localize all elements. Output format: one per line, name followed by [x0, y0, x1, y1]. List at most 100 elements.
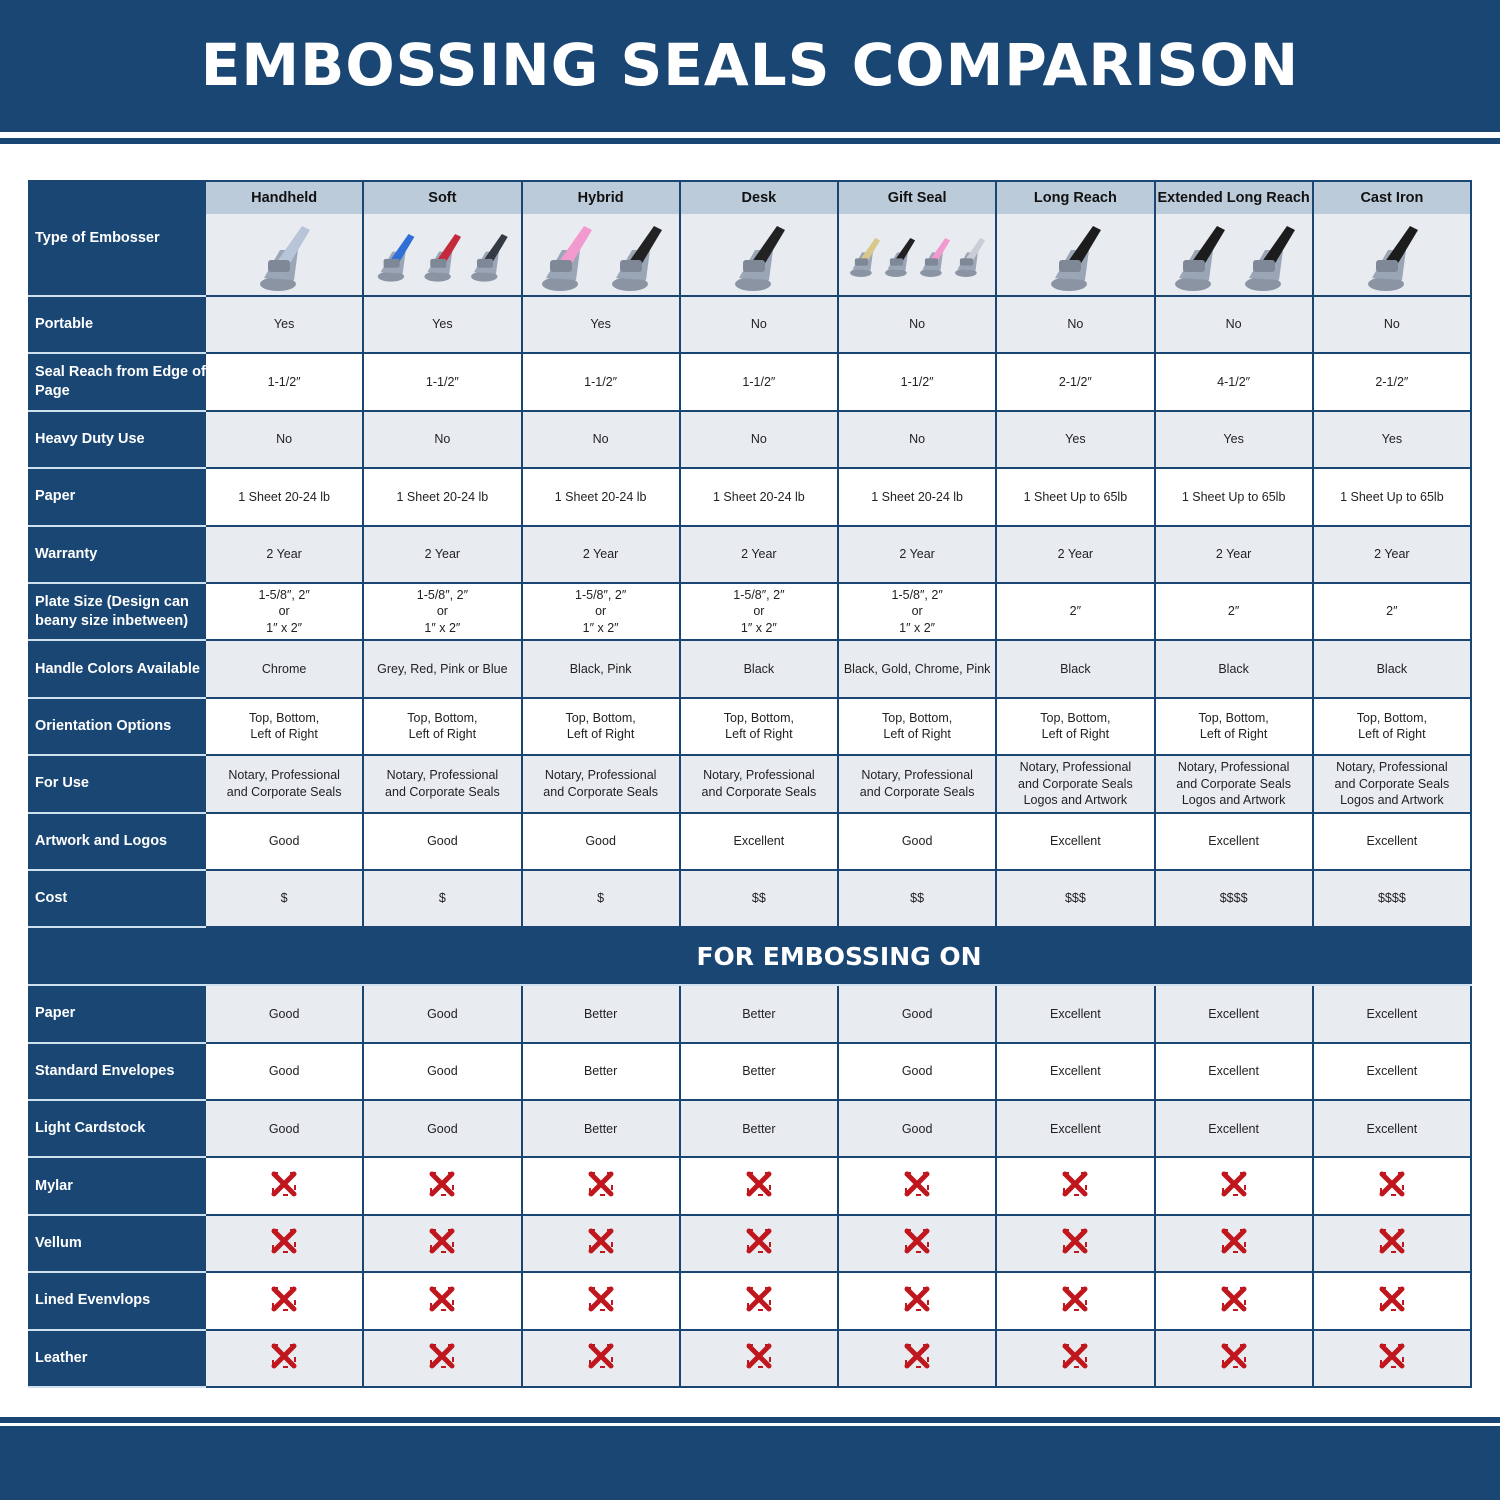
- embosser-image: [1156, 214, 1312, 295]
- table-cell: 2-1/2″: [997, 354, 1156, 412]
- embosser-image: [1314, 214, 1470, 295]
- table-cell: [1155, 1330, 1314, 1389]
- table-cell: Top, Bottom, Left of Right: [1155, 698, 1314, 757]
- table-cell: Excellent: [997, 813, 1156, 871]
- table-cell: Good: [364, 813, 523, 871]
- table-cell: Yes: [1313, 411, 1472, 470]
- x-mark-icon: [587, 1227, 615, 1260]
- table-cell: No: [680, 411, 839, 470]
- row-label: Seal Reach from Edge of Page: [28, 354, 206, 412]
- table-cell: Notary, Professional and Corporate Seals: [364, 756, 523, 814]
- row-label: Warranty: [28, 526, 206, 584]
- row-label: Artwork and Logos: [28, 813, 206, 871]
- row-label: For Use: [28, 756, 206, 814]
- column-name: Desk: [680, 182, 837, 214]
- table-row: Portable Yes Yes Yes No No No No No: [28, 297, 1472, 355]
- table-cell: No: [522, 411, 681, 470]
- table-cell: 1 Sheet 20-24 lb: [206, 469, 365, 527]
- table-cell: 4-1/2″: [1155, 354, 1314, 412]
- table-cell: [522, 1158, 681, 1216]
- embosser-image: [206, 214, 362, 295]
- table-cell: [364, 1158, 523, 1216]
- table-cell: No: [680, 297, 839, 355]
- table-cell: $: [206, 870, 365, 929]
- table-cell: [1155, 1215, 1314, 1274]
- table-row: Standard Envelopes Good Good Better Better Go…: [28, 1043, 1472, 1102]
- table-cell: [680, 1215, 839, 1274]
- table-cell: 1-5/8″, 2″ or 1″ x 2″: [364, 583, 523, 642]
- table-cell: Excellent: [1155, 986, 1314, 1044]
- table-cell: [997, 1215, 1156, 1274]
- column-header: Handheld: [206, 182, 365, 297]
- x-mark-icon: [1061, 1342, 1089, 1375]
- footer-band: [0, 1426, 1500, 1500]
- row-label: Vellum: [28, 1215, 206, 1274]
- table-cell: [1313, 1158, 1472, 1216]
- table-cell: Better: [522, 986, 681, 1044]
- table-cell: Excellent: [997, 1043, 1156, 1102]
- x-mark-icon: [428, 1170, 456, 1203]
- column-header: Hybrid: [522, 182, 681, 297]
- table-cell: [839, 1273, 998, 1331]
- table-cell: 1-5/8″, 2″ or 1″ x 2″: [680, 583, 839, 642]
- table-cell: Black, Pink: [522, 641, 681, 699]
- table-cell: Excellent: [1313, 1043, 1472, 1102]
- table-cell: 1-5/8″, 2″ or 1″ x 2″: [839, 583, 998, 642]
- table-cell: Yes: [364, 297, 523, 355]
- table-cell: Notary, Professional and Corporate Seals: [522, 756, 681, 814]
- table-cell: Top, Bottom, Left of Right: [522, 698, 681, 757]
- table-row: Lined Evenvlops: [28, 1273, 1472, 1331]
- table-cell: [364, 1273, 523, 1331]
- table-cell: No: [839, 297, 998, 355]
- table-cell: 1-1/2″: [364, 354, 523, 412]
- table-cell: Top, Bottom, Left of Right: [206, 698, 365, 757]
- x-mark-icon: [1378, 1342, 1406, 1375]
- table-cell: Good: [839, 813, 998, 871]
- table-cell: Excellent: [680, 813, 839, 871]
- table-cell: Good: [522, 813, 681, 871]
- table-cell: Chrome: [206, 641, 365, 699]
- comparison-table: Type of Embosser Handheld Soft: [28, 180, 1472, 1389]
- row-label: Leather: [28, 1330, 206, 1389]
- table-row: Cost $ $ $ $$ $$ $$$ $$$$ $$$$: [28, 870, 1472, 929]
- table-cell: $$: [680, 870, 839, 929]
- embosser-image: [839, 214, 995, 295]
- table-cell: [839, 1215, 998, 1274]
- table-cell: Top, Bottom, Left of Right: [364, 698, 523, 757]
- column-header: Gift Seal: [839, 182, 998, 297]
- table-cell: 2 Year: [839, 526, 998, 584]
- table-row: Mylar: [28, 1158, 1472, 1216]
- column-name: Soft: [364, 182, 521, 214]
- header-row: Type of Embosser Handheld Soft: [28, 182, 1472, 297]
- table-cell: Good: [839, 1101, 998, 1159]
- table-cell: Excellent: [1155, 813, 1314, 871]
- table-cell: [839, 1330, 998, 1389]
- embosser-image: [681, 214, 837, 295]
- table-cell: 1-1/2″: [839, 354, 998, 412]
- table-row: Paper Good Good Better Better Good Excellent Ex…: [28, 986, 1472, 1044]
- table-row: Artwork and Logos Good Good Good Excellent Go…: [28, 813, 1472, 871]
- table-cell: 2 Year: [522, 526, 681, 584]
- column-name: Handheld: [206, 182, 363, 214]
- column-name: Gift Seal: [839, 182, 996, 214]
- table-row: Leather: [28, 1330, 1472, 1389]
- row-label: Standard Envelopes: [28, 1043, 206, 1102]
- table-cell: 2-1/2″: [1313, 354, 1472, 412]
- table-cell: Excellent: [1155, 1043, 1314, 1102]
- x-mark-icon: [1378, 1170, 1406, 1203]
- table-cell: 1 Sheet 20-24 lb: [364, 469, 523, 527]
- table-cell: 2 Year: [364, 526, 523, 584]
- table-cell: [997, 1273, 1156, 1331]
- table-cell: $: [364, 870, 523, 929]
- table-cell: $$$$: [1313, 870, 1472, 929]
- table-row: Seal Reach from Edge of Page 1-1/2″ 1-1/2″…: [28, 354, 1472, 412]
- table-cell: No: [839, 411, 998, 470]
- table-cell: Excellent: [1313, 1101, 1472, 1159]
- table-cell: 2″: [997, 583, 1156, 642]
- table-cell: Good: [364, 1043, 523, 1102]
- table-cell: Excellent: [1155, 1101, 1314, 1159]
- table-cell: Black, Gold, Chrome, Pink: [839, 641, 998, 699]
- table-cell: Top, Bottom, Left of Right: [680, 698, 839, 757]
- table-cell: No: [1313, 297, 1472, 355]
- table-cell: 1 Sheet Up to 65lb: [1313, 469, 1472, 527]
